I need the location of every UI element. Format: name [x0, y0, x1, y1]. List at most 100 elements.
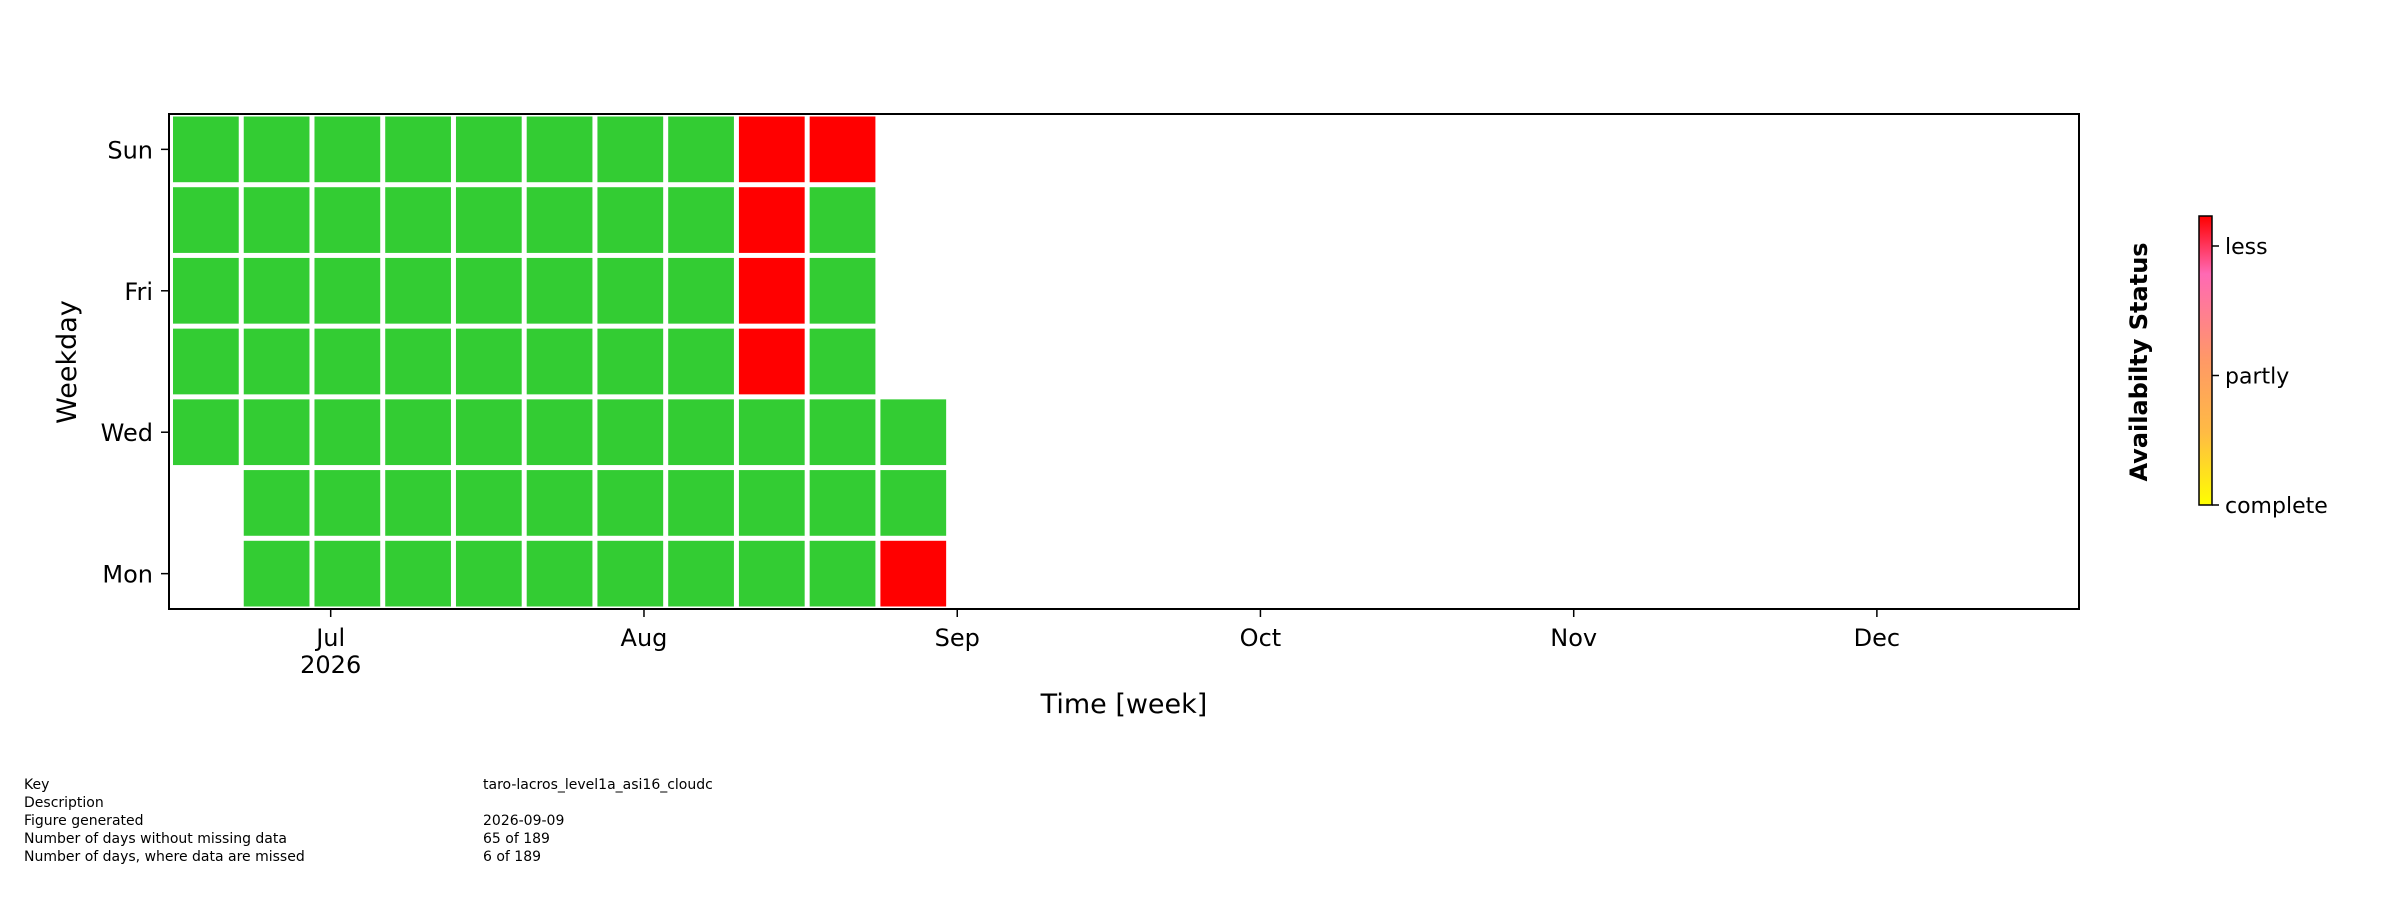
heatmap-cell	[385, 116, 451, 183]
info-value: 6 of 189	[483, 849, 542, 865]
heatmap-cell	[668, 116, 734, 183]
heatmap-cell	[597, 257, 664, 324]
heatmap-cell	[597, 328, 664, 395]
heatmap-cell	[173, 399, 239, 466]
colorbar-label: Availabilty Status	[2125, 242, 2153, 481]
heatmap-cells	[173, 116, 947, 607]
heatmap-cell	[526, 187, 593, 253]
heatmap-cell	[455, 470, 522, 536]
x-tick-sublabel: 2026	[300, 651, 361, 679]
heatmap-cell	[597, 470, 664, 536]
heatmap-cell	[243, 540, 310, 607]
heatmap-cell	[738, 116, 805, 183]
info-value: taro-lacros_level1a_asi16_cloudc	[483, 777, 713, 793]
heatmap-cell	[526, 470, 593, 536]
heatmap-cell	[738, 540, 805, 607]
x-tick-label: Nov	[1550, 624, 1597, 652]
heatmap-cell	[880, 399, 947, 466]
heatmap-cell	[455, 187, 522, 253]
heatmap-cell	[597, 187, 664, 253]
info-label: Key	[24, 777, 50, 793]
heatmap-cell	[314, 187, 381, 253]
colorbar-tick-label: partly	[2225, 365, 2289, 390]
heatmap-cell	[526, 116, 593, 183]
heatmap-cell	[314, 540, 381, 607]
y-tick-label: Fri	[124, 278, 153, 306]
info-label: Description	[24, 795, 104, 811]
heatmap-cell	[455, 257, 522, 324]
heatmap-cell	[668, 187, 734, 253]
colorbar	[2198, 215, 2213, 506]
x-tick-label: Aug	[621, 624, 668, 652]
heatmap-cell	[809, 540, 876, 607]
heatmap-cell	[738, 257, 805, 324]
heatmap-cell	[526, 328, 593, 395]
heatmap-cell	[385, 328, 451, 395]
heatmap-cell	[314, 470, 381, 536]
heatmap-cell	[809, 257, 876, 324]
heatmap-cell	[385, 399, 451, 466]
heatmap-cell	[314, 116, 381, 183]
colorbar-tick-label: complete	[2225, 494, 2328, 519]
heatmap-cell	[173, 116, 239, 183]
heatmap-cell	[880, 470, 947, 536]
heatmap-cell	[809, 187, 876, 253]
heatmap-cell	[385, 540, 451, 607]
heatmap-cell	[738, 399, 805, 466]
heatmap-cell	[385, 470, 451, 536]
heatmap-cell	[455, 540, 522, 607]
heatmap-cell	[314, 399, 381, 466]
heatmap-cell	[385, 257, 451, 324]
heatmap-cell	[597, 399, 664, 466]
heatmap-cell	[526, 540, 593, 607]
heatmap-cell	[455, 399, 522, 466]
plot-frame	[168, 113, 2080, 610]
y-tick-label: Mon	[102, 561, 153, 589]
heatmap-cell	[314, 328, 381, 395]
heatmap-cell	[668, 328, 734, 395]
heatmap-cell	[809, 116, 876, 183]
heatmap-cell	[455, 116, 522, 183]
info-value: 2026-09-09	[483, 813, 565, 829]
y-tick-label: Wed	[101, 419, 153, 447]
x-tick-label: Oct	[1240, 624, 1282, 652]
heatmap-cell	[668, 399, 734, 466]
heatmap-cell	[738, 470, 805, 536]
heatmap-cell	[385, 187, 451, 253]
heatmap-cell	[314, 257, 381, 324]
info-label: Figure generated	[24, 813, 144, 829]
heatmap-cell	[809, 399, 876, 466]
y-axis-ticks: Sun Fri Wed Mon	[101, 136, 169, 589]
info-value: 65 of 189	[483, 831, 550, 847]
x-tick-label: Jul	[314, 624, 345, 652]
heatmap-cell	[668, 257, 734, 324]
y-tick-label: Sun	[107, 136, 153, 164]
heatmap-cell	[738, 187, 805, 253]
colorbar-tick-label: less	[2225, 235, 2268, 260]
heatmap-cell	[809, 470, 876, 536]
heatmap-cell	[243, 470, 310, 536]
x-axis-label: Time [week]	[1040, 689, 1208, 720]
heatmap-cell	[173, 257, 239, 324]
heatmap-cell	[597, 116, 664, 183]
x-tick-label: Sep	[935, 624, 980, 652]
heatmap-cell	[597, 540, 664, 607]
heatmap-cell	[455, 328, 522, 395]
heatmap-cell	[668, 540, 734, 607]
y-axis-label: Weekday	[52, 300, 83, 424]
heatmap-cell	[173, 187, 239, 253]
heatmap-cell	[668, 470, 734, 536]
heatmap-cell	[243, 399, 310, 466]
colorbar-ticks: less partly complete	[2212, 235, 2328, 519]
heatmap-cell	[738, 328, 805, 395]
heatmap-cell	[243, 328, 310, 395]
heatmap-cell	[243, 116, 310, 183]
heatmap-cell	[809, 328, 876, 395]
heatmap-cell	[243, 187, 310, 253]
heatmap-cell	[526, 399, 593, 466]
info-label: Number of days without missing data	[24, 831, 287, 847]
heatmap-cell	[526, 257, 593, 324]
heatmap-cell	[173, 328, 239, 395]
